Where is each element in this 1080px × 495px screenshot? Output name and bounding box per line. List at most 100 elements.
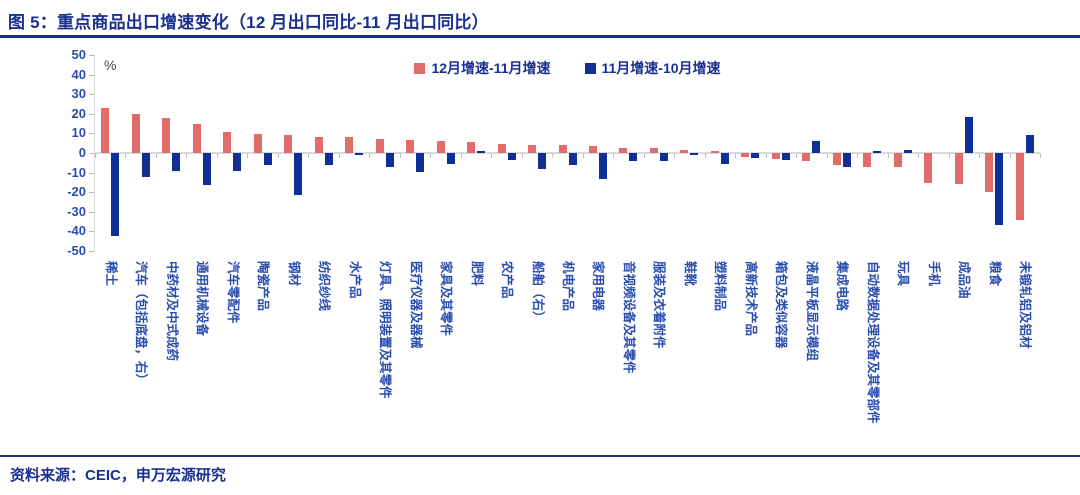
x-tick xyxy=(979,153,981,158)
y-axis-line xyxy=(94,55,95,251)
bar xyxy=(294,153,303,196)
x-axis-label: 农产品 xyxy=(500,261,515,299)
x-axis-label: 成品油 xyxy=(957,261,972,299)
footer-divider xyxy=(0,455,1080,457)
x-tick xyxy=(918,153,920,158)
x-axis-label: 箱包及类似容器 xyxy=(774,261,789,349)
bar xyxy=(406,139,415,153)
x-axis-label: 通用机械设备 xyxy=(195,261,210,337)
x-tick xyxy=(277,153,279,158)
bar xyxy=(192,123,201,153)
x-axis-label: 玩具 xyxy=(896,261,911,287)
x-axis-label: 塑料制品 xyxy=(713,261,728,312)
x-axis-label: 纺织纱线 xyxy=(317,261,332,312)
bar xyxy=(263,153,272,165)
x-axis-label: 机电产品 xyxy=(561,261,575,312)
bar xyxy=(873,151,882,153)
x-tick xyxy=(308,153,310,158)
zero-baseline xyxy=(95,152,1040,154)
bar xyxy=(416,153,425,172)
x-tick xyxy=(186,153,188,158)
y-tick-label: 0 xyxy=(78,145,86,160)
x-tick xyxy=(430,153,432,158)
x-tick xyxy=(887,153,889,158)
x-axis-label: 高新技术产品 xyxy=(743,261,758,337)
x-axis-label: 肥料 xyxy=(469,261,484,287)
x-tick xyxy=(613,153,615,158)
x-tick xyxy=(247,153,249,158)
bar xyxy=(497,143,506,153)
x-tick xyxy=(399,153,401,158)
y-tick xyxy=(89,74,94,76)
bar xyxy=(720,153,729,164)
y-tick-label: 40 xyxy=(71,66,86,82)
x-axis-label: 灯具、照明装置及其零件 xyxy=(378,261,393,399)
bar xyxy=(710,151,719,153)
x-tick xyxy=(582,153,584,158)
title-divider xyxy=(0,35,1080,38)
x-axis-label: 集成电路 xyxy=(835,261,850,312)
x-tick xyxy=(95,153,96,158)
x-tick xyxy=(460,153,462,158)
bar xyxy=(253,134,262,153)
y-tick-label: 30 xyxy=(71,86,86,102)
bar xyxy=(568,153,577,165)
x-axis-label: 船舶（右） xyxy=(530,261,545,324)
x-tick xyxy=(765,153,767,158)
x-tick xyxy=(826,153,828,158)
bar xyxy=(507,153,516,160)
bar xyxy=(233,153,242,171)
x-tick xyxy=(735,153,737,158)
bar xyxy=(101,107,110,153)
bar xyxy=(924,153,933,184)
bar xyxy=(680,150,689,153)
bar xyxy=(771,153,780,160)
x-axis-label: 水产品 xyxy=(347,261,362,299)
y-tick xyxy=(89,113,94,115)
bar xyxy=(558,145,567,153)
bar xyxy=(141,153,150,177)
x-axis-label: 音视频设备及其零件 xyxy=(621,261,636,374)
y-tick-label: 50 xyxy=(71,47,86,62)
bar xyxy=(812,141,821,153)
x-tick xyxy=(674,153,676,158)
bar xyxy=(741,153,750,157)
bar xyxy=(863,153,872,167)
bar xyxy=(964,116,973,153)
y-tick xyxy=(89,251,94,252)
bar xyxy=(446,153,455,165)
x-tick xyxy=(857,153,859,158)
x-axis-label: 液晶平板显示模组 xyxy=(804,261,819,362)
x-tick xyxy=(155,153,157,158)
x-axis-label: 稀土 xyxy=(103,261,118,287)
legend-label-dec-nov: 12月增速-11月增速 xyxy=(431,60,551,76)
y-tick xyxy=(89,55,94,56)
bar xyxy=(954,153,963,185)
chart-title: 图 5：重点商品出口增速变化（12 月出口同比-11 月出口同比） xyxy=(8,13,489,32)
x-tick xyxy=(491,153,493,158)
x-axis-label: 粮食 xyxy=(987,261,1002,287)
x-tick xyxy=(796,153,798,158)
x-axis-label: 鞋靴 xyxy=(682,261,697,287)
x-tick xyxy=(1009,153,1011,158)
bar xyxy=(223,132,232,153)
x-axis-label: 医疗仪器及器械 xyxy=(408,261,423,349)
bar xyxy=(751,153,760,159)
bar xyxy=(355,153,364,156)
y-tick xyxy=(89,94,94,96)
x-tick xyxy=(369,153,371,158)
legend-swatch-red xyxy=(414,62,426,74)
legend-swatch-navy xyxy=(584,62,596,74)
y-tick xyxy=(89,231,94,233)
x-axis-label: 服装及衣着附件 xyxy=(652,261,667,349)
bar xyxy=(162,117,171,153)
x-tick xyxy=(704,153,706,158)
y-tick xyxy=(89,153,94,154)
y-tick-label: -10 xyxy=(67,164,86,180)
bar xyxy=(1015,153,1024,220)
legend-label-nov-oct: 11月增速-10月增速 xyxy=(601,60,721,76)
x-tick xyxy=(552,153,554,158)
bar xyxy=(111,153,120,237)
bar xyxy=(467,142,476,153)
